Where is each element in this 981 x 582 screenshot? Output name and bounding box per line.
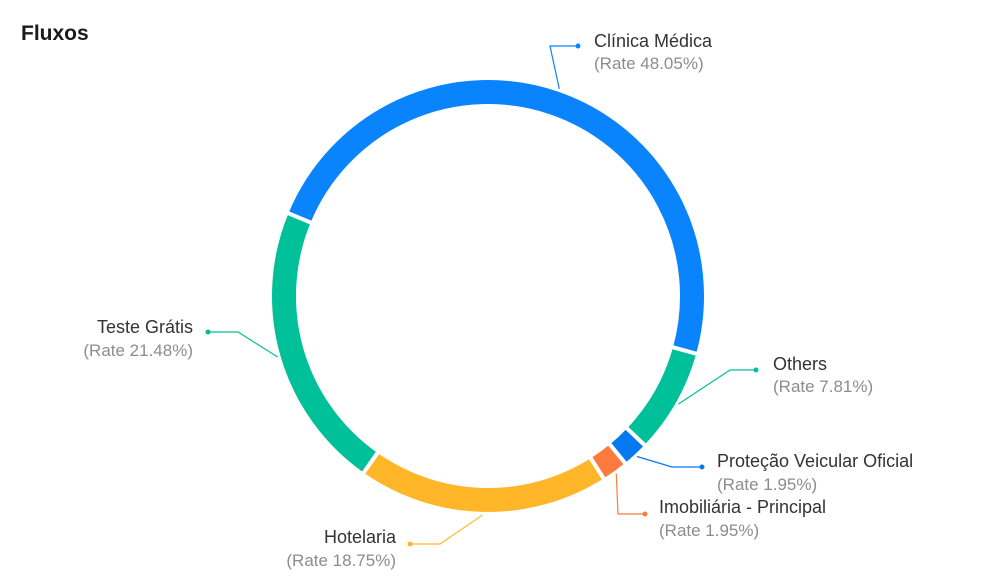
leader-line-1: [678, 369, 756, 405]
slice-label-rate-0: (Rate 48.05%): [594, 54, 704, 73]
slice-label-rate-1: (Rate 7.81%): [773, 377, 873, 396]
slice-label-name-5: Teste Grátis: [97, 317, 193, 337]
leader-line-2: [636, 455, 702, 468]
slice-label-name-4: Hotelaria: [324, 527, 397, 547]
leader-dot-2: [699, 464, 705, 470]
chart-title: Fluxos: [21, 22, 89, 45]
donut-slice-1[interactable]: [622, 344, 701, 450]
donut-slices: [268, 76, 708, 516]
slice-label-rate-3: (Rate 1.95%): [659, 521, 759, 540]
slice-label-name-3: Imobiliária - Principal: [659, 497, 826, 517]
donut-slice-4[interactable]: [359, 448, 608, 516]
leader-line-0: [549, 45, 578, 90]
leader-dot-5: [205, 329, 211, 335]
slice-labels: Clínica Médica (Rate 48.05%) Others (Rate 7…: [83, 31, 913, 570]
leader-dot-3: [642, 511, 648, 517]
slice-label-rate-5: (Rate 21.48%): [83, 341, 193, 360]
donut-slice-0[interactable]: [283, 76, 708, 357]
slice-label-name-2: Proteção Veicular Oficial: [717, 451, 913, 471]
leader-dot-4: [407, 541, 413, 547]
leader-dot-1: [753, 367, 759, 373]
leader-line-4: [410, 514, 483, 545]
slice-label-name-0: Clínica Médica: [594, 31, 713, 51]
leader-line-3: [615, 473, 645, 515]
slice-label-rate-4: (Rate 18.75%): [286, 551, 396, 570]
slice-label-name-1: Others: [773, 354, 827, 374]
slice-label-rate-2: (Rate 1.95%): [717, 475, 817, 494]
leader-dot-0: [575, 43, 581, 49]
leader-lines: [205, 43, 759, 547]
donut-slice-5[interactable]: [268, 209, 382, 478]
leader-line-5: [208, 331, 278, 358]
